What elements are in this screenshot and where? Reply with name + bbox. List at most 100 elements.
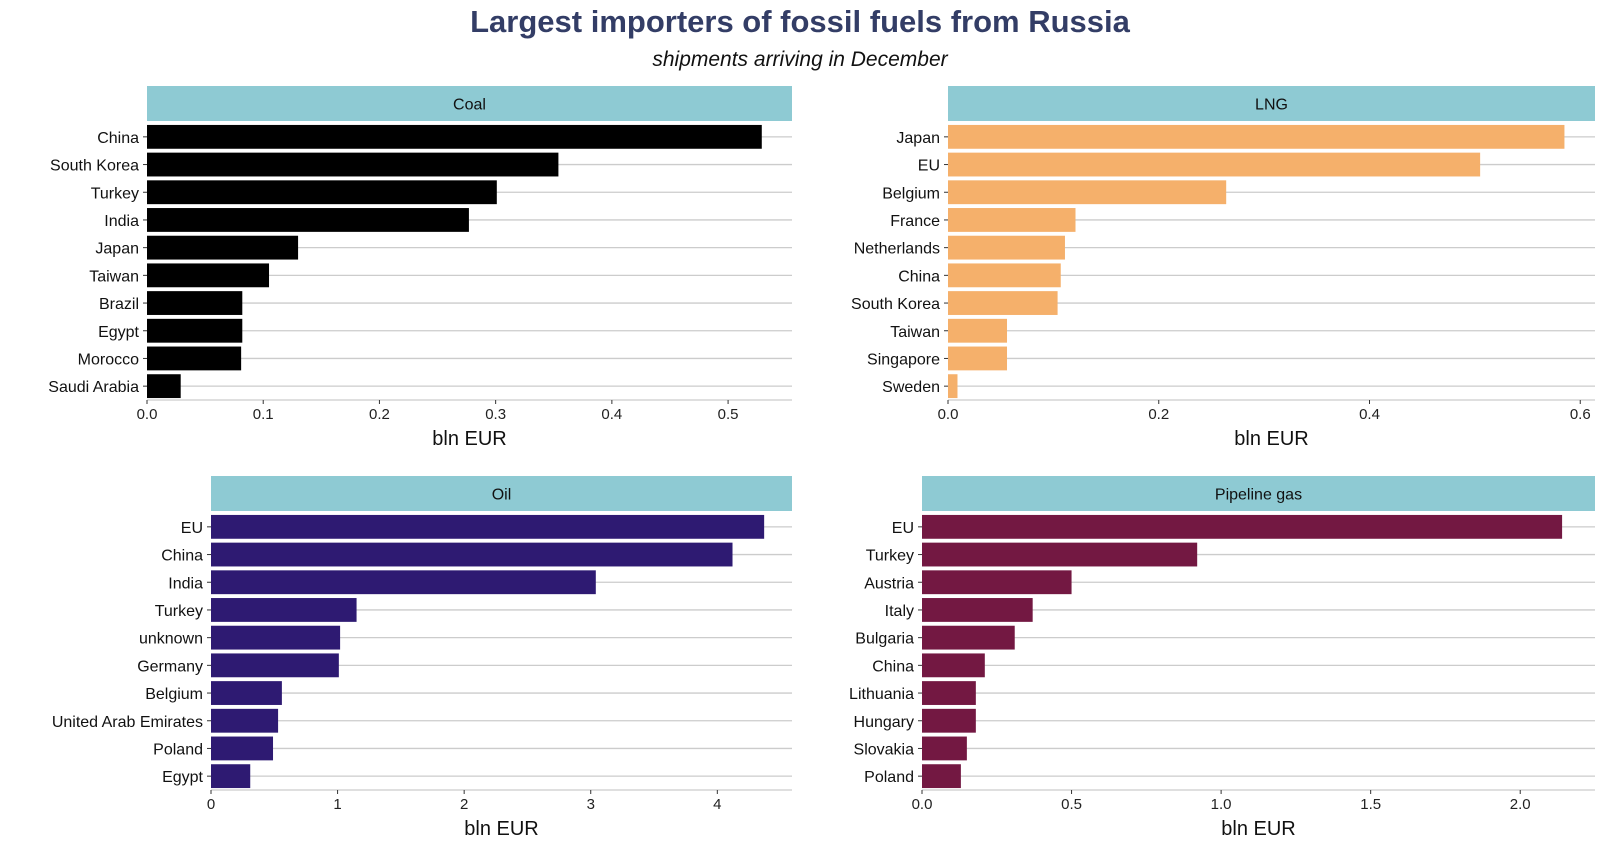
coal-category-label: Brazil bbox=[99, 296, 139, 313]
lng-bar-japan bbox=[948, 124, 1565, 149]
lng-bar-singapore bbox=[948, 346, 1008, 371]
oil-bar-germany bbox=[211, 653, 339, 678]
lng-x-tick-label: 0.6 bbox=[1570, 406, 1591, 423]
lng-x-tick-label: 0.2 bbox=[1148, 406, 1169, 423]
lng-bar-taiwan bbox=[948, 318, 1008, 343]
chart-title: Largest importers of fossil fuels from R… bbox=[470, 4, 1130, 39]
oil-bar-egypt bbox=[211, 764, 251, 789]
chart-subtitle: shipments arriving in December bbox=[652, 48, 948, 71]
pipeline-gas-category-label: Hungary bbox=[854, 714, 914, 731]
lng-x-axis-title: bln EUR bbox=[1234, 428, 1308, 450]
lng-category-label: France bbox=[890, 213, 940, 230]
oil-bar-china bbox=[211, 542, 733, 567]
pipeline-gas-category-label: China bbox=[872, 658, 914, 675]
oil-facet-strip bbox=[211, 476, 792, 511]
lng-bar-china bbox=[948, 263, 1061, 288]
pipeline-gas-bar-slovakia bbox=[922, 736, 967, 761]
pipeline-gas-category-label: Poland bbox=[864, 769, 914, 786]
coal-bar-egypt bbox=[147, 318, 243, 343]
coal-bar-saudi-arabia bbox=[147, 374, 181, 399]
coal-bar-morocco bbox=[147, 346, 242, 371]
coal-bar-india bbox=[147, 208, 469, 232]
lng-facet-label: LNG bbox=[1255, 97, 1288, 114]
pipeline-gas-category-label: Turkey bbox=[866, 548, 914, 565]
pipeline-gas-category-label: Austria bbox=[864, 575, 914, 592]
lng-category-label: Singapore bbox=[867, 351, 940, 368]
pipeline-gas-x-tick-label: 1.5 bbox=[1360, 796, 1381, 813]
oil-bar-united-arab-emirates bbox=[211, 708, 279, 733]
pipeline-gas-x-axis-title: bln EUR bbox=[1221, 818, 1295, 840]
lng-category-label: Japan bbox=[896, 130, 940, 147]
oil-category-label: Germany bbox=[137, 658, 203, 675]
coal-x-tick-label: 0.3 bbox=[485, 406, 506, 423]
pipeline-gas-facet-label: Pipeline gas bbox=[1215, 487, 1302, 504]
lng-bar-belgium bbox=[948, 180, 1227, 205]
oil-facet-label: Oil bbox=[492, 487, 512, 504]
oil-bar-turkey bbox=[211, 598, 357, 622]
oil-x-tick-label: 3 bbox=[587, 796, 595, 813]
lng-facet-strip bbox=[948, 86, 1595, 121]
coal-facet-label: Coal bbox=[453, 97, 486, 114]
oil-bar-poland bbox=[211, 736, 274, 761]
lng-x-tick-label: 0.0 bbox=[938, 406, 959, 423]
coal-category-label: Turkey bbox=[91, 185, 139, 202]
lng-category-label: Netherlands bbox=[854, 241, 940, 258]
coal-x-tick-label: 0.4 bbox=[601, 406, 622, 423]
coal-x-tick-label: 0.1 bbox=[253, 406, 274, 423]
oil-category-label: Belgium bbox=[145, 686, 203, 703]
lng-bar-sweden bbox=[948, 374, 958, 399]
oil-category-label: China bbox=[161, 548, 203, 565]
lng-category-label: Taiwan bbox=[890, 324, 940, 341]
coal-category-label: Morocco bbox=[78, 351, 139, 368]
pipeline-gas-facet-strip bbox=[922, 476, 1595, 511]
pipeline-gas-category-label: Lithuania bbox=[849, 686, 914, 703]
coal-facet-strip bbox=[147, 86, 792, 121]
oil-category-label: United Arab Emirates bbox=[52, 714, 203, 731]
pipeline-gas-category-label: Italy bbox=[885, 603, 914, 620]
coal-x-tick-label: 0.0 bbox=[137, 406, 158, 423]
coal-category-label: China bbox=[97, 130, 139, 147]
oil-category-label: Turkey bbox=[155, 603, 203, 620]
lng-category-label: EU bbox=[918, 158, 940, 175]
oil-x-tick-label: 0 bbox=[207, 796, 215, 813]
lng-bar-netherlands bbox=[948, 235, 1065, 260]
pipeline-gas-bar-italy bbox=[922, 598, 1033, 622]
pipeline-gas-category-label: Slovakia bbox=[854, 741, 915, 758]
pipeline-gas-category-label: Bulgaria bbox=[855, 631, 914, 648]
coal-category-label: Japan bbox=[95, 241, 139, 258]
pipeline-gas-bar-lithuania bbox=[922, 681, 976, 705]
oil-x-axis-title: bln EUR bbox=[464, 818, 538, 840]
coal-category-label: Taiwan bbox=[89, 268, 139, 285]
lng-bar-eu bbox=[948, 152, 1481, 177]
coal-category-label: Saudi Arabia bbox=[48, 379, 139, 396]
coal-bar-china bbox=[147, 124, 762, 149]
oil-bar-india bbox=[211, 570, 596, 595]
pipeline-gas-x-tick-label: 2.0 bbox=[1510, 796, 1531, 813]
oil-bar-eu bbox=[211, 514, 765, 539]
pipeline-gas-bar-hungary bbox=[922, 708, 976, 733]
coal-x-tick-label: 0.5 bbox=[718, 406, 739, 423]
coal-category-label: India bbox=[104, 213, 139, 230]
coal-bar-japan bbox=[147, 235, 299, 260]
pipeline-gas-x-tick-label: 0.0 bbox=[912, 796, 933, 813]
oil-category-label: Egypt bbox=[162, 769, 203, 786]
coal-bar-taiwan bbox=[147, 263, 270, 288]
pipeline-gas-x-tick-label: 1.0 bbox=[1211, 796, 1232, 813]
lng-category-label: China bbox=[898, 268, 940, 285]
oil-bar-belgium bbox=[211, 681, 282, 705]
pipeline-gas-bar-poland bbox=[922, 764, 961, 789]
oil-category-label: EU bbox=[181, 520, 203, 537]
oil-bar-unknown bbox=[211, 625, 341, 650]
lng-category-label: South Korea bbox=[851, 296, 940, 313]
lng-bar-south-korea bbox=[948, 291, 1058, 315]
oil-x-tick-label: 4 bbox=[713, 796, 721, 813]
lng-category-label: Sweden bbox=[882, 379, 940, 396]
coal-bar-turkey bbox=[147, 180, 497, 205]
coal-bar-south-korea bbox=[147, 152, 559, 177]
pipeline-gas-bar-austria bbox=[922, 570, 1072, 595]
oil-category-label: India bbox=[168, 575, 203, 592]
lng-x-tick-label: 0.4 bbox=[1359, 406, 1380, 423]
lng-bar-france bbox=[948, 208, 1076, 232]
pipeline-gas-bar-eu bbox=[922, 514, 1563, 539]
